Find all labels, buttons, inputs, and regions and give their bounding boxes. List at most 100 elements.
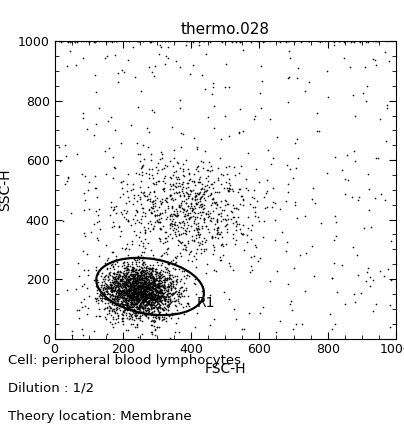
Point [372,38,378,45]
Point [132,269,138,276]
Point [113,38,119,45]
Point [151,322,158,329]
Point [149,279,156,286]
Point [119,298,125,305]
Point [159,291,165,298]
Point [168,285,174,292]
Point [138,268,145,275]
Point [223,217,229,224]
Point [157,293,163,299]
Point [183,285,189,292]
Point [103,304,110,311]
Point [122,271,128,278]
Point [106,307,112,314]
Point [180,168,186,175]
Point [142,286,148,293]
Point [80,115,87,122]
Point [144,125,150,132]
Point [122,255,128,262]
Point [184,300,191,307]
Point [119,300,125,307]
Point [148,265,155,272]
Point [133,304,140,311]
Point [141,189,147,196]
Point [151,73,158,80]
Point [129,263,136,270]
Point [155,298,161,305]
Point [116,280,123,287]
Point [166,296,173,302]
Point [139,318,145,325]
Point [163,286,170,293]
Point [126,278,132,285]
Point [128,186,134,193]
Point [130,290,136,297]
Point [109,306,115,313]
Point [230,187,236,194]
Point [107,282,113,289]
Point [235,214,242,220]
Point [149,288,156,295]
Point [120,270,126,276]
Point [178,200,184,207]
Point [176,175,182,182]
Point [173,277,179,284]
Point [136,218,142,225]
Point [128,273,135,280]
Point [128,310,135,317]
Point [211,315,217,322]
Point [154,323,160,330]
Point [129,293,135,299]
Point [156,212,162,219]
Point [124,290,131,297]
Point [105,272,112,279]
Point [383,102,390,109]
Point [125,304,131,311]
Point [169,202,175,209]
Point [130,264,136,271]
Point [222,197,228,204]
Point [141,278,147,285]
Point [122,298,128,305]
Point [117,267,124,274]
Point [184,218,191,225]
Point [130,296,136,302]
Point [268,203,275,210]
Point [224,212,231,219]
Point [142,213,149,220]
Point [138,309,145,316]
Point [149,309,155,316]
Point [114,296,121,302]
Point [133,279,139,286]
Point [158,279,165,286]
Point [133,291,139,298]
Point [132,290,139,297]
Point [147,285,154,292]
Point [170,207,177,214]
Point [169,290,176,297]
Point [142,278,149,285]
Point [192,182,198,189]
Point [161,296,167,303]
Point [141,155,147,162]
Point [205,225,212,232]
Point [152,298,158,305]
Point [139,283,146,289]
Point [128,281,135,288]
Point [225,185,232,192]
Point [140,287,147,294]
Point [152,314,158,321]
Point [107,287,114,294]
Point [122,272,128,279]
Point [122,326,129,333]
Point [365,170,372,177]
Point [163,266,169,273]
Point [136,289,142,296]
Point [118,290,124,297]
Point [127,285,133,292]
Point [204,187,210,194]
Point [125,288,132,295]
Point [156,281,162,288]
Point [203,187,210,194]
Point [134,292,140,299]
